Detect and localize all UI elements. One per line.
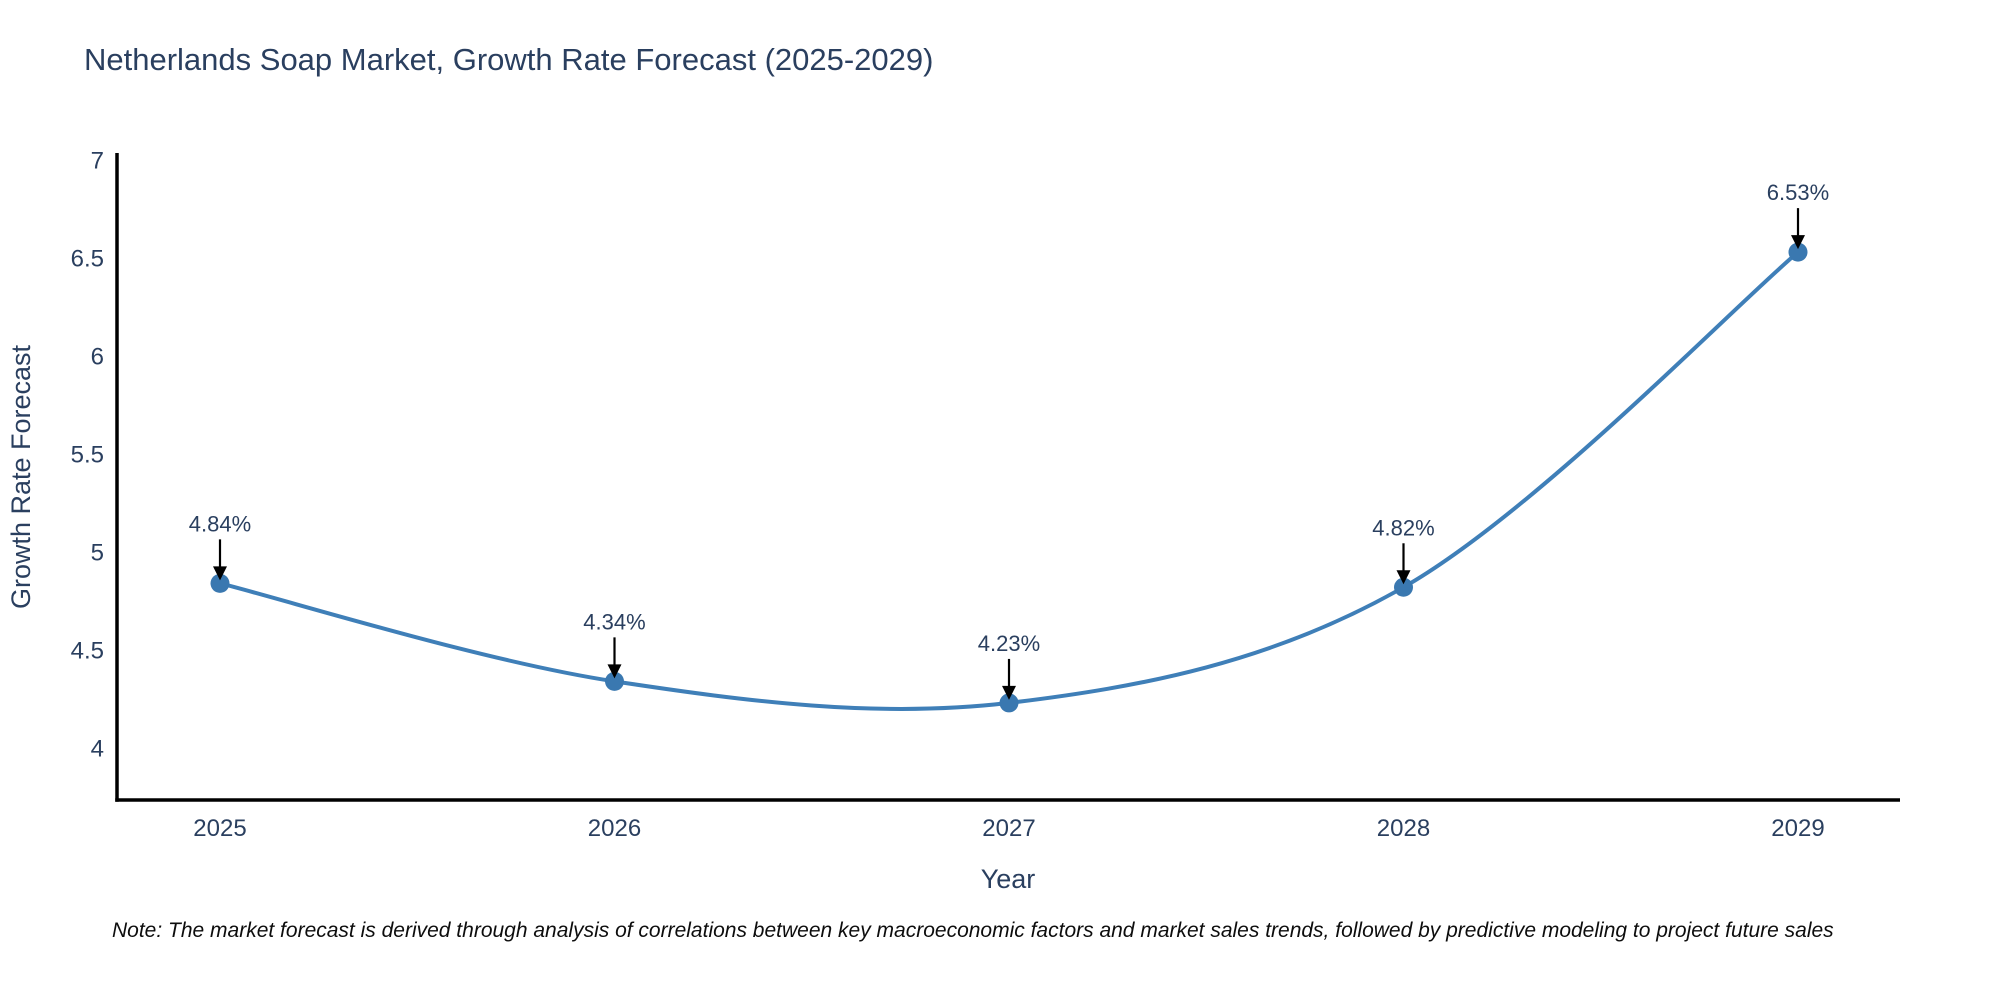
x-tick-label: 2026 xyxy=(588,815,641,842)
x-tick-label: 2028 xyxy=(1377,815,1430,842)
y-tick-label: 5.5 xyxy=(71,442,104,469)
annotation-arrow-head xyxy=(213,566,227,581)
data-point-marker xyxy=(605,671,624,691)
annotation-label: 4.82% xyxy=(1372,515,1434,540)
y-tick-label: 6.5 xyxy=(71,246,104,273)
plot-area: 4 4.5 5 5.5 6 6.5 7 2025 2026 2027 2028 2029 4.84% 4.… xyxy=(71,148,1900,842)
annotation-arrow-head xyxy=(1791,235,1805,250)
annotation-arrow-head xyxy=(1002,685,1016,700)
annotation-label: 4.84% xyxy=(189,511,251,536)
annotation-arrow-head xyxy=(1396,570,1411,585)
data-point-marker xyxy=(999,693,1019,713)
x-axis-title: Year xyxy=(981,864,1036,894)
annotation-label: 4.23% xyxy=(978,631,1040,656)
annotation-label: 4.34% xyxy=(583,609,645,634)
x-tick-label: 2029 xyxy=(1771,815,1824,842)
y-tick-label: 4.5 xyxy=(71,638,104,665)
data-point-marker xyxy=(210,573,230,593)
y-tick-label: 7 xyxy=(91,148,104,175)
footnote: Note: The market forecast is derived thr… xyxy=(112,919,1834,942)
x-tick-label: 2027 xyxy=(982,815,1035,842)
y-tick-label: 4 xyxy=(91,736,104,763)
series-line xyxy=(218,250,1800,711)
annotation-arrow-head xyxy=(607,664,622,679)
y-axis-title: Growth Rate Forecast xyxy=(6,344,36,609)
annotation-label: 6.53% xyxy=(1767,180,1829,205)
y-tick-label: 6 xyxy=(91,344,104,371)
y-tick-label: 5 xyxy=(91,540,104,567)
chart-title: Netherlands Soap Market, Growth Rate For… xyxy=(84,42,934,77)
x-tick-label: 2025 xyxy=(193,815,246,842)
data-point-marker xyxy=(1394,577,1413,597)
data-point-marker xyxy=(1788,242,1808,262)
